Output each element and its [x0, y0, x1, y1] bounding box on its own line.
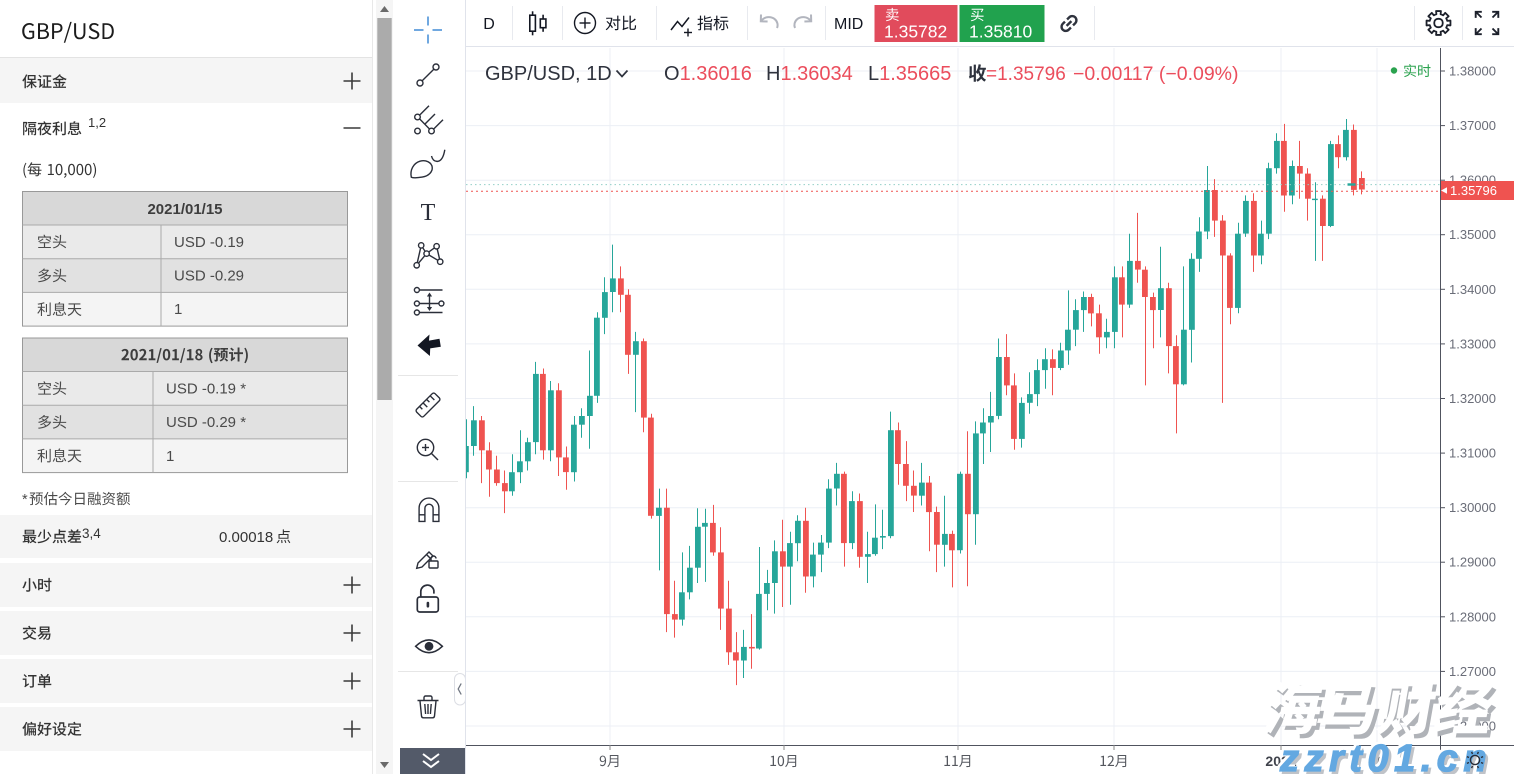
svg-text:USD -0.19 *: USD -0.19 * — [166, 380, 246, 397]
svg-text:1: 1 — [174, 301, 182, 318]
svg-text:1.37000: 1.37000 — [1449, 118, 1496, 133]
svg-text:0.00018: 0.00018 — [219, 529, 273, 546]
svg-text:zzrt01.cn: zzrt01.cn — [1282, 741, 1495, 774]
svg-text:T: T — [421, 200, 436, 226]
svg-text:D: D — [483, 16, 495, 33]
svg-text:1.35796: 1.35796 — [1450, 183, 1497, 198]
svg-text:1.33000: 1.33000 — [1449, 336, 1496, 351]
svg-text:USD -0.29: USD -0.29 — [174, 268, 244, 285]
svg-text:=1.35796: =1.35796 — [986, 64, 1066, 85]
svg-text:3,4: 3,4 — [82, 526, 101, 541]
svg-text:zzrt01.cn: zzrt01.cn — [1279, 738, 1492, 774]
svg-text:1.30000: 1.30000 — [1449, 500, 1496, 515]
svg-text:1.34000: 1.34000 — [1449, 282, 1496, 297]
svg-text:GBP/USD, 1D: GBP/USD, 1D — [485, 63, 612, 85]
svg-text:1.35000: 1.35000 — [1449, 227, 1496, 242]
svg-text:L1.35665: L1.35665 — [868, 63, 951, 85]
svg-text:1.38000: 1.38000 — [1449, 64, 1496, 79]
svg-text:USD -0.29 *: USD -0.29 * — [166, 414, 246, 431]
svg-text:2021: 2021 — [1265, 753, 1296, 769]
svg-text:1.35810: 1.35810 — [969, 22, 1033, 42]
svg-text:1.29000: 1.29000 — [1449, 555, 1496, 570]
svg-text:1.35782: 1.35782 — [884, 22, 947, 42]
svg-text:H1.36034: H1.36034 — [766, 63, 853, 85]
svg-text:1.32000: 1.32000 — [1449, 391, 1496, 406]
svg-text:USD -0.19: USD -0.19 — [174, 234, 244, 251]
svg-text:1.28000: 1.28000 — [1449, 609, 1496, 624]
svg-text:2021/01/15: 2021/01/15 — [147, 201, 222, 218]
svg-text:MID: MID — [834, 16, 863, 33]
svg-text:O1.36016: O1.36016 — [664, 63, 752, 85]
svg-text:zzrt01.cn: zzrt01.cn — [1277, 736, 1490, 774]
svg-text:*: * — [22, 492, 28, 508]
svg-text:1.31000: 1.31000 — [1449, 446, 1496, 461]
svg-text:1.27000: 1.27000 — [1449, 664, 1496, 679]
svg-text:−0.00117 (−0.09%): −0.00117 (−0.09%) — [1073, 63, 1239, 85]
svg-text:20: 20 — [1369, 753, 1385, 769]
svg-text:1,2: 1,2 — [88, 115, 106, 130]
svg-text:1: 1 — [166, 448, 174, 465]
